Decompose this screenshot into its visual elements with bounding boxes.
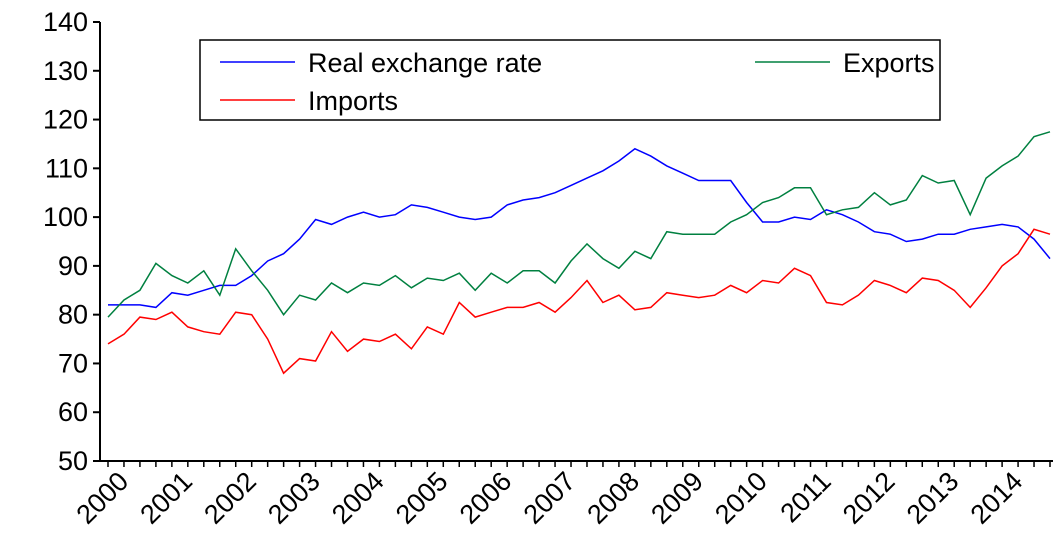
y-tick-label: 80 bbox=[58, 300, 88, 330]
y-tick-label: 120 bbox=[43, 105, 88, 135]
legend-label: Exports bbox=[843, 48, 935, 78]
y-tick-label: 90 bbox=[58, 251, 88, 281]
y-tick-label: 130 bbox=[43, 56, 88, 86]
series-line bbox=[107, 131, 1051, 318]
legend-box bbox=[199, 39, 941, 121]
y-tick-label: 140 bbox=[43, 7, 88, 37]
y-tick-label: 100 bbox=[43, 202, 88, 232]
series-line bbox=[108, 147, 1051, 309]
series-line bbox=[107, 228, 1051, 375]
y-tick-label: 70 bbox=[58, 348, 88, 378]
y-tick-label: 110 bbox=[45, 153, 88, 183]
y-tick-label: 50 bbox=[58, 446, 88, 476]
legend-label: Real exchange rate bbox=[308, 48, 542, 78]
y-tick-label: 60 bbox=[58, 397, 88, 427]
legend-label: Imports bbox=[308, 86, 398, 116]
